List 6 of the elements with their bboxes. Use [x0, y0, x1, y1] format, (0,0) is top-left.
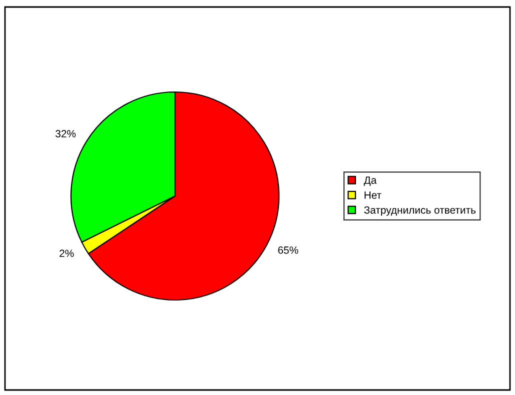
data-label: 2% [60, 250, 74, 257]
legend-label: Нет [364, 192, 382, 199]
legend-label: Да [364, 176, 377, 186]
data-label: 65% [278, 246, 298, 254]
legend-label: Затруднились ответить [364, 206, 476, 216]
data-label: 32% [56, 130, 76, 138]
